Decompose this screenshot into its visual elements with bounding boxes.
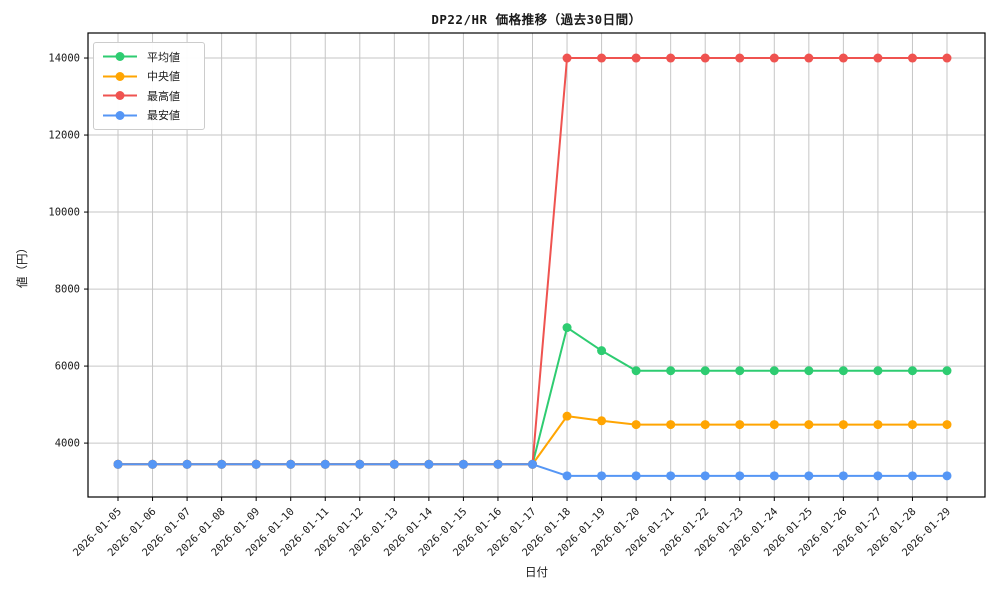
data-point-mean [700,366,710,376]
data-point-mean [562,323,572,333]
data-point-max [873,53,883,63]
y-tick-label: 14000 [48,53,80,65]
data-point-mean [804,366,814,376]
data-point-mean [873,366,883,376]
data-point-min [113,459,123,469]
data-point-median [700,420,710,430]
legend-item-mean: 平均値 [102,47,198,67]
legend-item-min: 最安値 [102,106,198,126]
legend-marker-median [103,71,137,81]
data-point-mean [907,366,917,376]
data-point-min [251,459,261,469]
data-point-mean [735,366,745,376]
data-point-min [804,471,814,481]
y-tick-label: 10000 [48,207,80,219]
data-point-max [631,53,641,63]
data-point-min [769,471,779,481]
y-tick-label: 8000 [55,284,80,296]
data-point-min [217,459,227,469]
data-point-max [942,53,952,63]
data-point-median [735,420,745,430]
data-point-min [458,459,468,469]
data-point-median [666,420,676,430]
data-point-median [562,411,572,421]
data-point-min [148,459,158,469]
legend-label-mean: 平均値 [147,50,180,64]
data-point-min [700,471,710,481]
data-point-min [631,471,641,481]
data-point-mean [838,366,848,376]
data-point-max [735,53,745,63]
data-point-min [666,471,676,481]
legend-marker-max [103,91,137,101]
data-point-mean [666,366,676,376]
data-point-min [838,471,848,481]
data-point-max [769,53,779,63]
y-tick-label: 12000 [48,130,80,142]
data-point-min [907,471,917,481]
data-point-max [597,53,607,63]
data-point-median [873,420,883,430]
chart-title: DP22/HR 価格推移（過去30日間） [431,12,642,27]
data-point-min [389,459,399,469]
data-point-min [182,459,192,469]
data-point-mean [631,366,641,376]
data-point-mean [769,366,779,376]
data-point-median [597,416,607,426]
data-point-min [528,459,537,469]
x-axis-label: 日付 [525,565,548,579]
y-tick-label: 6000 [55,361,80,373]
data-point-min [320,459,330,469]
data-point-max [804,53,814,63]
data-point-median [838,420,848,430]
legend-marker-min [103,110,137,120]
data-point-min [942,471,952,481]
legend: 平均値 中央値 最高値 最安値 [93,42,205,130]
data-point-median [942,420,952,430]
data-point-min [873,471,883,481]
y-axis-label: 値（円） [15,242,29,288]
data-point-min [597,471,607,481]
data-point-max [907,53,917,63]
plot-border [87,32,986,498]
data-point-median [907,420,917,430]
data-point-median [804,420,814,430]
data-point-median [769,420,779,430]
data-point-min [493,459,503,469]
data-point-min [355,459,365,469]
data-point-min [286,459,296,469]
data-point-max [562,53,572,63]
data-point-max [666,53,676,63]
y-tick-label: 4000 [55,438,80,450]
legend-item-max: 最高値 [102,86,198,106]
data-point-mean [597,346,607,356]
data-point-min [562,471,572,481]
data-point-mean [942,366,952,376]
legend-item-median: 中央値 [102,67,198,87]
legend-label-max: 最高値 [147,89,180,103]
data-point-min [735,471,745,481]
legend-label-min: 最安値 [147,109,180,123]
data-point-max [700,53,710,63]
legend-label-median: 中央値 [147,70,180,84]
data-point-min [424,459,434,469]
data-point-median [631,420,641,430]
legend-marker-mean [103,52,137,62]
data-point-max [838,53,848,63]
